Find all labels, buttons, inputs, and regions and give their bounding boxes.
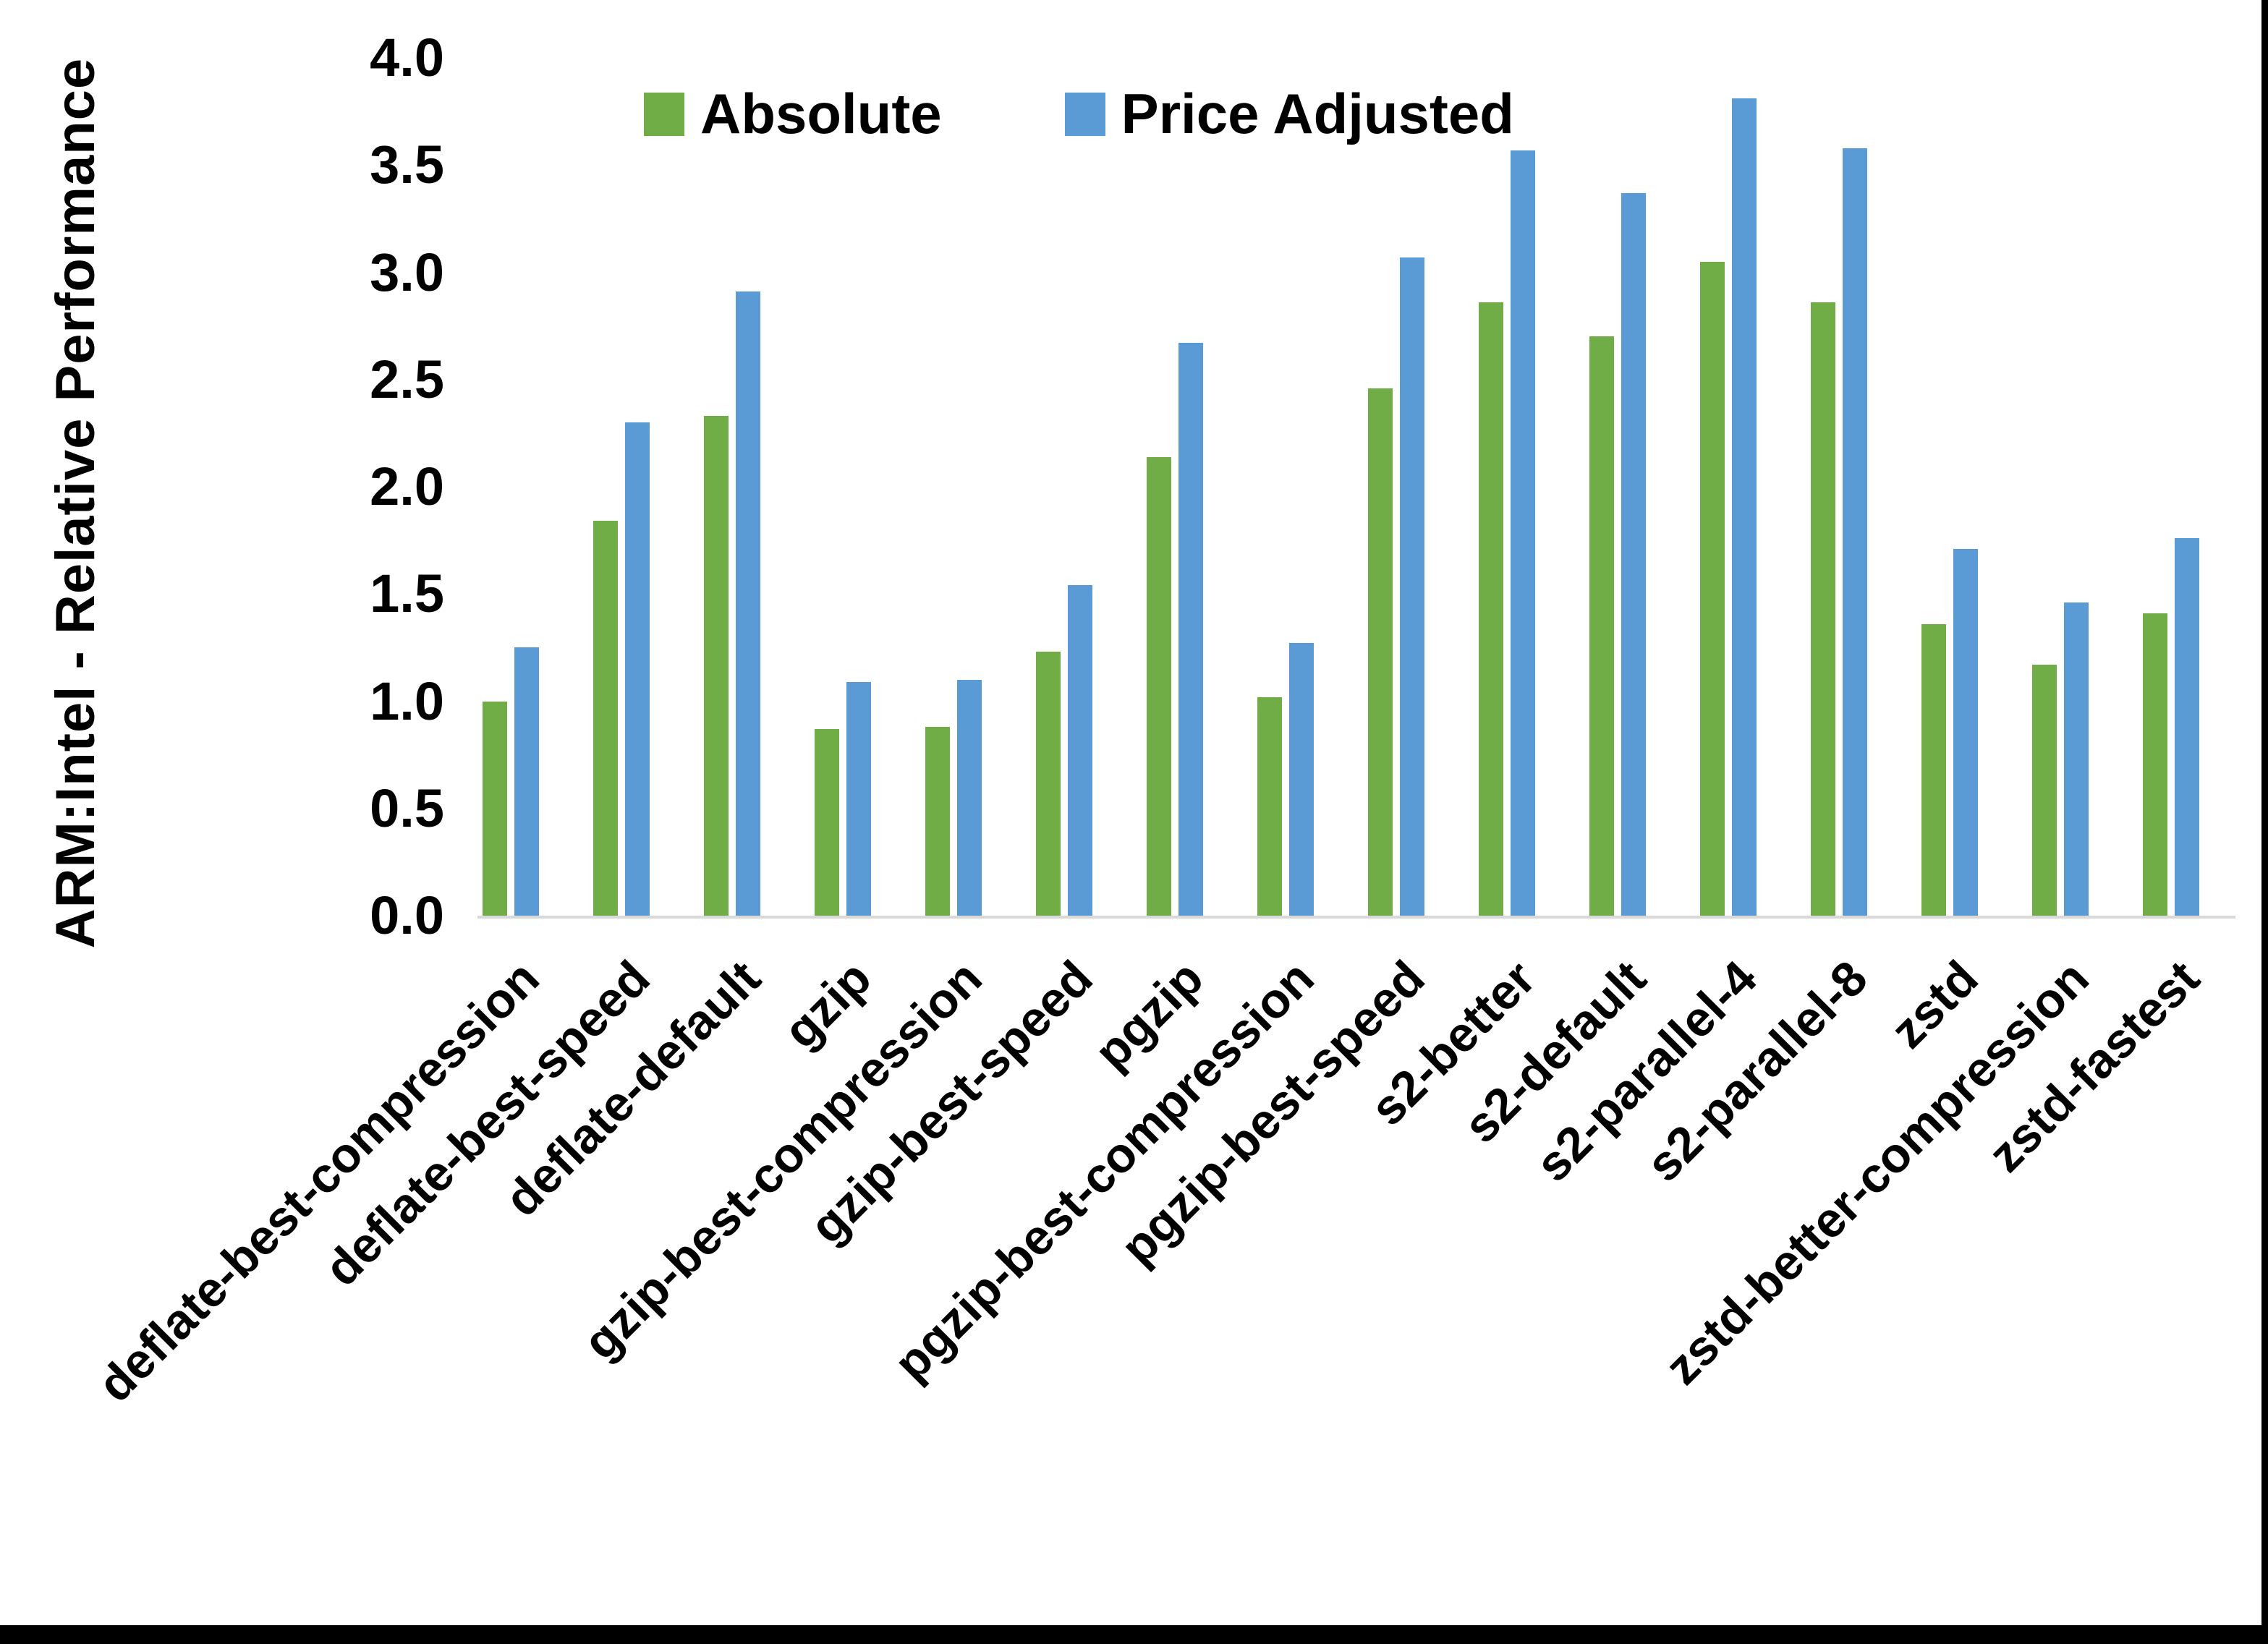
y-axis-tick-labels: 4.0 3.5 3.0 2.5 2.0 1.5 1.0 0.5 0.0	[0, 31, 460, 942]
bar-price-adjusted-s2-default	[1621, 192, 1646, 916]
bar-price-adjusted-pgzip-best-compression	[1289, 643, 1314, 916]
bar-group-deflate-best-compression	[483, 58, 539, 916]
legend-label: Absolute	[700, 82, 942, 145]
bar-group-zstd-fastest	[2143, 58, 2199, 916]
bar-price-adjusted-pgzip	[1178, 343, 1203, 916]
bar-group-deflate-default	[704, 58, 760, 916]
bar-absolute-gzip-best-speed	[1036, 652, 1061, 916]
bar-group-s2-better	[1479, 58, 1535, 916]
legend-swatch-icon	[644, 92, 684, 136]
legend-swatch-icon	[1064, 92, 1105, 136]
screenshot-bottom-border	[0, 1625, 2268, 1644]
bar-price-adjusted-deflate-default	[736, 291, 760, 916]
bar-absolute-gzip-best-compression	[925, 727, 950, 916]
bar-price-adjusted-s2-parallel-4	[1732, 98, 1757, 916]
bar-price-adjusted-pgzip-best-speed	[1400, 257, 1424, 916]
y-tick-label: 2.0	[370, 456, 444, 516]
bar-price-adjusted-zstd-fastest	[2175, 538, 2199, 916]
bar-absolute-s2-parallel-4	[1700, 261, 1725, 916]
bar-absolute-deflate-best-compression	[483, 701, 507, 916]
bar-group-pgzip	[1147, 58, 1203, 916]
bar-price-adjusted-s2-better	[1511, 150, 1535, 916]
bar-absolute-deflate-best-speed	[593, 521, 618, 916]
bar-absolute-gzip	[815, 729, 839, 916]
bar-group-gzip-best-compression	[925, 58, 982, 916]
bar-absolute-deflate-default	[704, 416, 729, 916]
bar-group-deflate-best-speed	[593, 58, 650, 916]
bar-price-adjusted-deflate-best-speed	[625, 422, 650, 916]
bar-absolute-zstd-better-compression	[2032, 665, 2057, 916]
y-tick-label: 2.5	[370, 349, 444, 409]
bar-absolute-pgzip-best-compression	[1257, 697, 1282, 916]
bar-price-adjusted-zstd	[1953, 549, 1978, 916]
bar-price-adjusted-gzip	[846, 681, 871, 916]
legend: Absolute Price Adjusted	[644, 81, 1514, 147]
legend-label: Price Adjusted	[1121, 82, 1514, 145]
bar-group-pgzip-best-compression	[1257, 58, 1314, 916]
bar-price-adjusted-s2-parallel-8	[1843, 148, 1867, 916]
bar-group-s2-parallel-8	[1811, 58, 1867, 916]
bar-group-zstd	[1921, 58, 1978, 916]
bar-price-adjusted-deflate-best-compression	[514, 647, 539, 916]
y-tick-label: 3.0	[370, 242, 444, 302]
bar-group-s2-parallel-4	[1700, 58, 1757, 916]
y-tick-label: 3.5	[370, 135, 444, 195]
bar-absolute-s2-default	[1589, 336, 1614, 916]
y-tick-label: 0.5	[370, 778, 444, 838]
bar-group-gzip	[815, 58, 871, 916]
bar-price-adjusted-zstd-better-compression	[2064, 602, 2089, 916]
plot-area	[477, 58, 2235, 919]
legend-item-absolute: Absolute	[644, 81, 942, 147]
x-axis-category-labels: deflate-best-compression deflate-best-spe…	[88, 933, 2235, 1584]
y-tick-label: 0.0	[370, 885, 444, 945]
y-tick-label: 1.0	[370, 670, 444, 731]
bar-absolute-s2-better	[1479, 302, 1503, 916]
bar-absolute-s2-parallel-8	[1811, 302, 1835, 916]
bar-price-adjusted-gzip-best-compression	[957, 679, 982, 916]
y-tick-label: 4.0	[370, 27, 444, 88]
bar-group-zstd-better-compression	[2032, 58, 2089, 916]
bar-price-adjusted-gzip-best-speed	[1068, 585, 1092, 916]
bar-absolute-pgzip	[1147, 456, 1171, 916]
bar-group-pgzip-best-speed	[1368, 58, 1424, 916]
y-tick-label: 1.5	[370, 563, 444, 624]
bar-absolute-pgzip-best-speed	[1368, 388, 1393, 916]
legend-item-price-adjusted: Price Adjusted	[1064, 81, 1514, 147]
bar-group-s2-default	[1589, 58, 1646, 916]
screenshot-right-border	[2261, 0, 2268, 1644]
bar-absolute-zstd-fastest	[2143, 613, 2167, 916]
bar-absolute-zstd	[1921, 623, 1946, 916]
bar-group-gzip-best-speed	[1036, 58, 1092, 916]
